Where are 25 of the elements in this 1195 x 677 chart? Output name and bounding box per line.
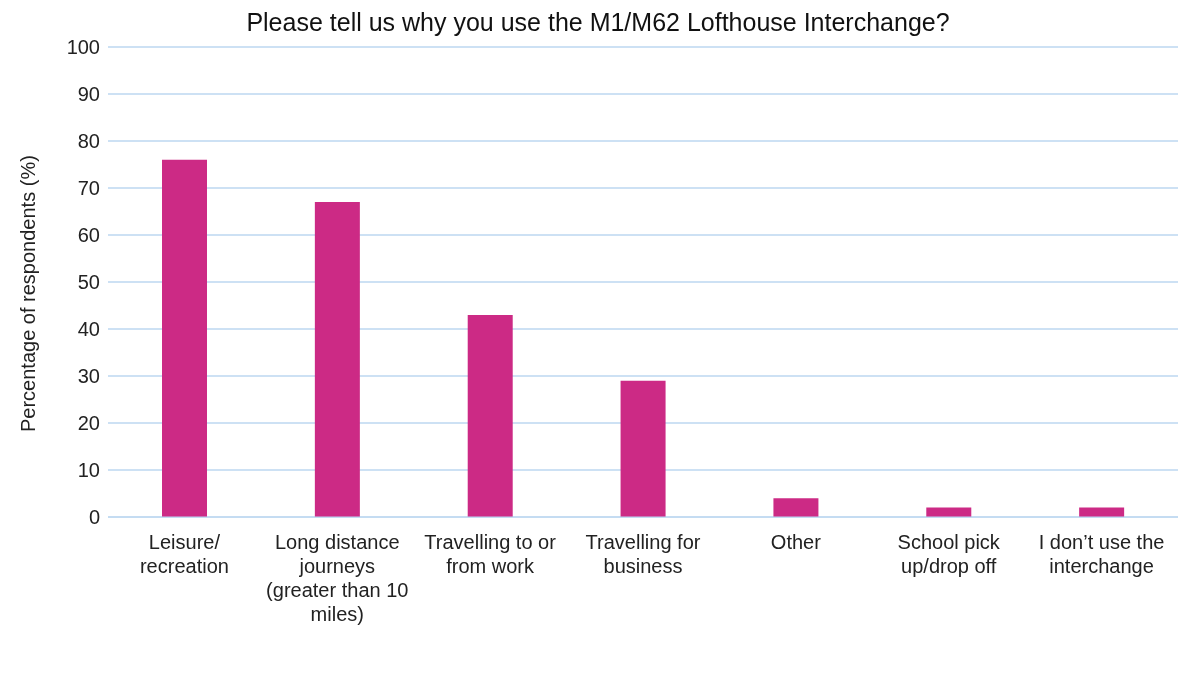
x-tick-label: Long distance journeys (greater than 10 miles) (266, 531, 409, 625)
y-tick-label: 30 (77, 365, 100, 388)
x-tick-label: Travelling to or from work (424, 531, 557, 577)
y-axis-title: Percentage of respondents (%) (17, 155, 40, 432)
bar (773, 498, 819, 517)
y-tick-label: 100 (66, 36, 100, 59)
bar (314, 202, 360, 517)
x-tick-label: Leisure/recreation (139, 531, 229, 577)
y-tick-label: 70 (77, 177, 100, 200)
y-tick-label: 10 (77, 459, 100, 482)
bar (620, 380, 666, 517)
x-tick-label: Other (770, 531, 822, 553)
x-tick-label: School pick up/drop off (897, 531, 1001, 577)
y-tick-label: 0 (88, 506, 100, 529)
x-tick-label: Travelling for business (585, 531, 701, 577)
chart-title: Please tell us why you use the M1/M62 Lofthouse Interchange? (245, 8, 951, 37)
y-tick-label: 40 (77, 318, 100, 341)
y-tick-label: 60 (77, 224, 100, 247)
y-tick-label: 20 (77, 412, 100, 435)
bar (162, 159, 207, 517)
y-tick-label: 50 (77, 271, 100, 294)
y-tick-label: 80 (77, 130, 100, 153)
y-tick-label: 90 (77, 83, 100, 106)
bar (467, 314, 513, 517)
x-tick-label: I don’t use the interchange (1038, 531, 1165, 577)
